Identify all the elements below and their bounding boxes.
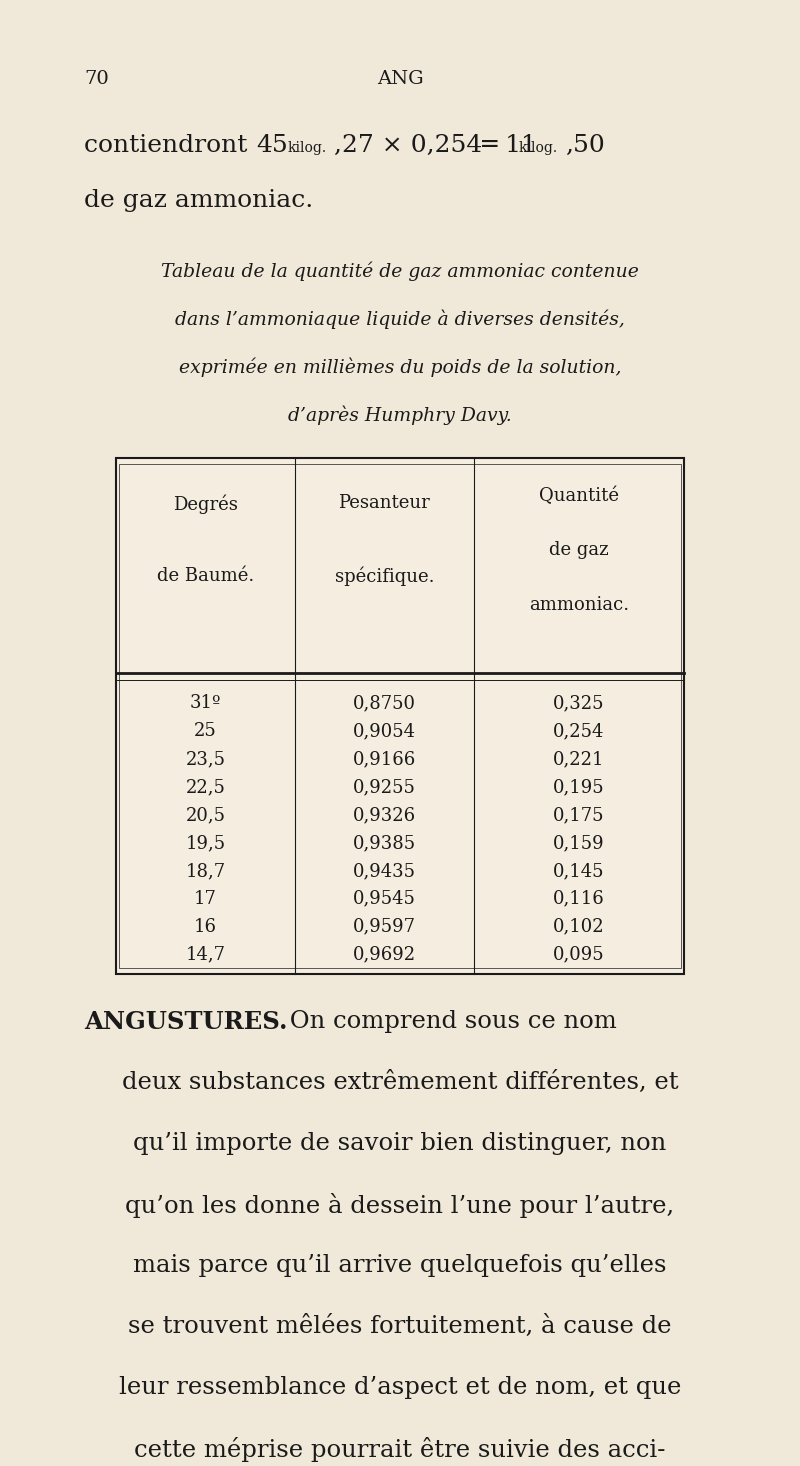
Text: ammoniac.: ammoniac.	[529, 595, 629, 614]
Text: leur ressemblance d’aspect et de nom, et que: leur ressemblance d’aspect et de nom, et…	[119, 1377, 681, 1400]
Text: 20,5: 20,5	[186, 806, 226, 824]
Text: dans l’ammoniaque liquide à diverses densités,: dans l’ammoniaque liquide à diverses den…	[175, 309, 625, 328]
Text: Pesanteur: Pesanteur	[338, 494, 430, 512]
Text: cette méprise pourrait être suivie des acci-: cette méprise pourrait être suivie des a…	[134, 1438, 666, 1463]
Text: ANG: ANG	[377, 70, 423, 88]
Text: 0,9255: 0,9255	[353, 778, 416, 796]
Text: de gaz ammoniac.: de gaz ammoniac.	[84, 189, 314, 213]
Text: 45: 45	[256, 133, 288, 157]
Text: 0,9597: 0,9597	[353, 918, 416, 935]
Text: 0,145: 0,145	[553, 862, 605, 880]
Text: 0,159: 0,159	[553, 834, 605, 852]
Text: 0,9385: 0,9385	[353, 834, 416, 852]
Text: 0,9692: 0,9692	[353, 946, 416, 963]
Text: On comprend sous ce nom: On comprend sous ce nom	[282, 1010, 617, 1034]
Text: kilog.: kilog.	[518, 141, 558, 155]
Text: 0,9326: 0,9326	[353, 806, 416, 824]
Text: 0,116: 0,116	[553, 890, 605, 907]
Bar	[116, 457, 684, 973]
Text: 0,9054: 0,9054	[353, 723, 416, 740]
Text: 0,9166: 0,9166	[353, 751, 416, 768]
Text: 0,221: 0,221	[553, 751, 605, 768]
Bar	[119, 463, 681, 968]
Text: spécifique.: spécifique.	[334, 567, 434, 586]
Text: 22,5: 22,5	[186, 778, 226, 796]
Text: de gaz: de gaz	[549, 541, 609, 559]
Text: exprimée en millièmes du poids de la solution,: exprimée en millièmes du poids de la sol…	[178, 358, 622, 377]
Text: 14,7: 14,7	[186, 946, 226, 963]
Text: 18,7: 18,7	[186, 862, 226, 880]
Text: ANGUSTURES.: ANGUSTURES.	[84, 1010, 287, 1034]
Text: 0,175: 0,175	[553, 806, 605, 824]
Text: 0,195: 0,195	[553, 778, 605, 796]
Text: d’après Humphry Davy.: d’après Humphry Davy.	[288, 406, 512, 425]
Text: Tableau de la quantité de gaz ammoniac contenue: Tableau de la quantité de gaz ammoniac c…	[161, 261, 639, 281]
Text: 23,5: 23,5	[186, 751, 226, 768]
Text: se trouvent mêlées fortuitement, à cause de: se trouvent mêlées fortuitement, à cause…	[128, 1315, 672, 1338]
Text: mais parce qu’il arrive quelquefois qu’elles: mais parce qu’il arrive quelquefois qu’e…	[134, 1255, 666, 1277]
Text: ,27 × 0,254═ 11: ,27 × 0,254═ 11	[334, 133, 537, 157]
Text: 70: 70	[84, 70, 109, 88]
Text: 16: 16	[194, 918, 217, 935]
Text: de Baumé.: de Baumé.	[157, 567, 254, 585]
Text: 19,5: 19,5	[186, 834, 226, 852]
Text: Degrés: Degrés	[173, 494, 238, 513]
Text: 0,254: 0,254	[554, 723, 605, 740]
Text: 0,102: 0,102	[553, 918, 605, 935]
Text: kilog.: kilog.	[288, 141, 327, 155]
Text: qu’il importe de savoir bien distinguer, non: qu’il importe de savoir bien distinguer,…	[134, 1132, 666, 1155]
Text: deux substances extrêmement différentes, et: deux substances extrêmement différentes,…	[122, 1072, 678, 1094]
Text: 0,325: 0,325	[553, 695, 605, 712]
Text: 17: 17	[194, 890, 217, 907]
Text: qu’on les donne à dessein l’une pour l’autre,: qu’on les donne à dessein l’une pour l’a…	[126, 1193, 674, 1218]
Text: ,50: ,50	[565, 133, 605, 157]
Text: 0,9545: 0,9545	[353, 890, 416, 907]
Text: 0,9435: 0,9435	[353, 862, 416, 880]
Text: Quantité: Quantité	[539, 487, 619, 506]
Text: 0,095: 0,095	[553, 946, 605, 963]
Text: 0,8750: 0,8750	[353, 695, 416, 712]
Text: 31º: 31º	[190, 695, 222, 712]
Text: 25: 25	[194, 723, 217, 740]
Text: contiendront: contiendront	[84, 133, 255, 157]
